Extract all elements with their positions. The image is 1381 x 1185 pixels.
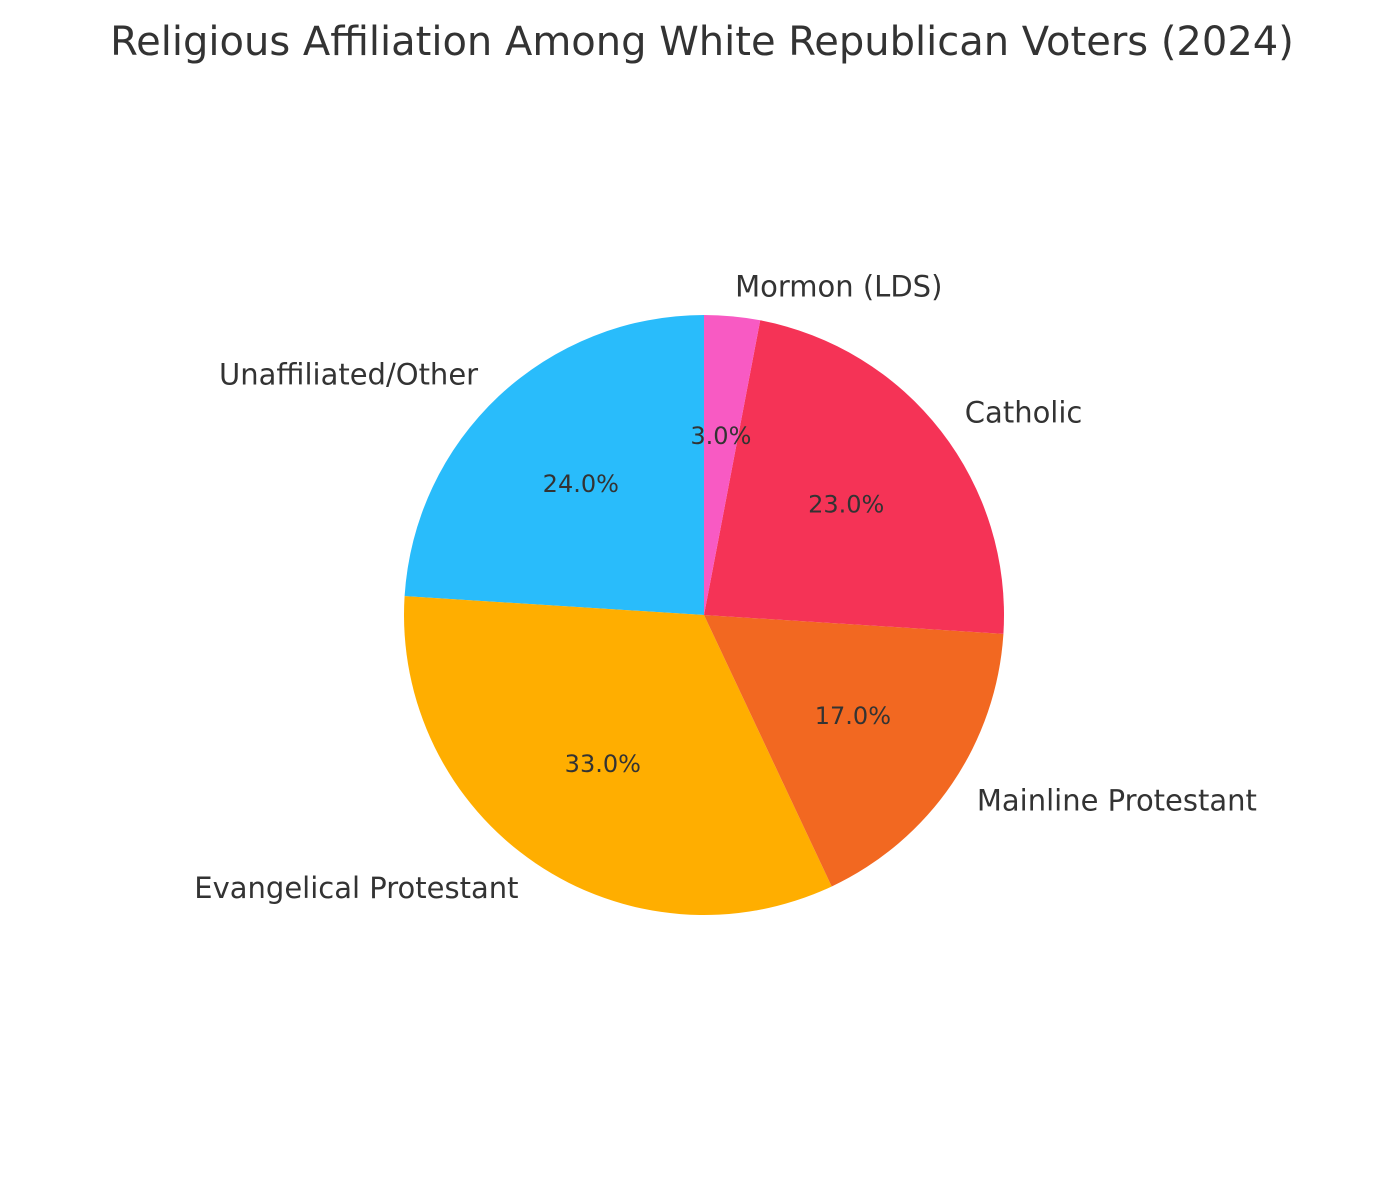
slice-label-mormon-lds: Mormon (LDS): [735, 270, 942, 304]
pct-label-unaffiliated-other: 24.0%: [543, 470, 619, 498]
pie-slices: [403, 315, 1005, 916]
pct-label-catholic: 23.0%: [808, 491, 884, 519]
chart-title: Religious Affiliation Among White Republ…: [110, 19, 1294, 65]
slice-label-catholic: Catholic: [965, 396, 1083, 430]
pie-slice-mainline-protestant: [704, 615, 1004, 887]
slice-label-unaffiliated-other: Unaffiliated/Other: [219, 357, 478, 391]
pie-labels: 24.0% Unaffiliated/Other 33.0% Evangelical …: [194, 270, 1257, 905]
slice-label-mainline-protestant: Mainline Protestant: [977, 784, 1257, 818]
pie-slice-unaffiliated-other: [404, 315, 704, 615]
pct-label-mainline-protestant: 17.0%: [815, 702, 891, 730]
slice-label-evangelical-protestant: Evangelical Protestant: [194, 871, 518, 905]
pie-slice-evangelical-protestant: [403, 596, 832, 916]
pct-label-mormon-lds: 3.0%: [690, 422, 751, 450]
pct-label-evangelical-protestant: 33.0%: [565, 750, 641, 778]
pie-slice-catholic: [704, 320, 1005, 634]
pie-slice-mormon-lds: [704, 315, 761, 615]
